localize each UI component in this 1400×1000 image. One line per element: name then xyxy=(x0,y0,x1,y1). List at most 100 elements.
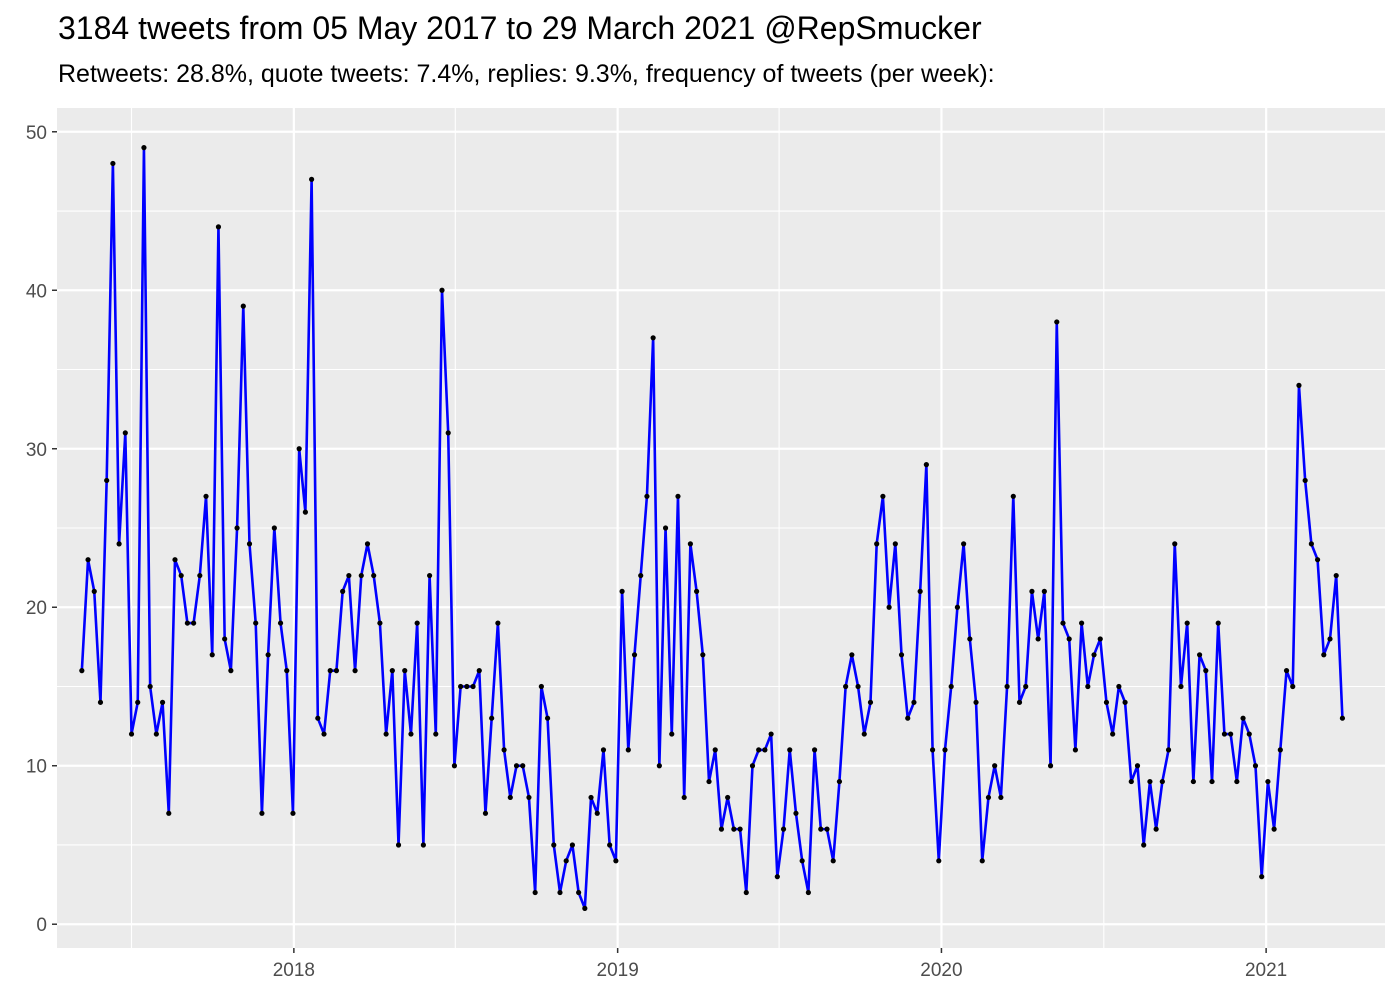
data-point xyxy=(998,794,1004,801)
data-point xyxy=(961,541,967,547)
x-tick-label: 2020 xyxy=(920,960,962,981)
data-point xyxy=(451,763,458,769)
y-axis: 0 10 20 30 40 50 xyxy=(26,123,57,936)
data-point xyxy=(787,747,793,753)
data-point xyxy=(1122,699,1128,705)
data-point xyxy=(309,176,315,182)
data-point xyxy=(1184,620,1190,626)
data-point xyxy=(538,683,544,690)
data-point xyxy=(818,826,824,832)
data-point xyxy=(768,731,774,737)
data-point xyxy=(1178,683,1184,690)
data-point xyxy=(824,826,830,832)
data-point xyxy=(1103,699,1110,705)
data-point xyxy=(1172,541,1178,547)
data-point xyxy=(104,477,110,484)
data-point xyxy=(1091,652,1097,658)
data-point xyxy=(1023,683,1029,690)
data-point xyxy=(799,858,805,864)
data-point xyxy=(613,858,619,864)
data-point xyxy=(1004,683,1010,690)
data-point xyxy=(91,588,97,595)
data-point xyxy=(1215,620,1221,626)
data-point xyxy=(209,652,215,658)
data-point xyxy=(228,668,234,674)
data-point xyxy=(222,636,228,642)
data-point xyxy=(644,493,650,499)
data-point xyxy=(371,572,377,579)
data-point xyxy=(110,160,116,167)
data-point xyxy=(936,858,942,864)
data-point xyxy=(284,668,290,674)
data-point xyxy=(780,826,787,832)
data-point xyxy=(402,668,408,674)
data-point xyxy=(811,747,818,753)
data-point xyxy=(346,572,352,579)
data-point xyxy=(749,763,756,769)
data-point xyxy=(973,699,979,705)
data-point xyxy=(507,794,513,801)
data-point xyxy=(340,588,346,595)
data-point xyxy=(706,778,712,785)
data-point xyxy=(1060,620,1066,626)
data-point xyxy=(923,462,929,468)
data-point xyxy=(172,557,178,563)
data-point xyxy=(1097,636,1103,642)
data-point xyxy=(588,794,594,801)
data-point xyxy=(731,826,737,832)
data-point xyxy=(600,747,607,753)
data-point xyxy=(1327,636,1333,642)
data-point xyxy=(830,858,836,864)
chart-title: 3184 tweets from 05 May 2017 to 29 March… xyxy=(58,10,982,46)
data-point xyxy=(718,826,725,832)
data-point xyxy=(97,699,104,705)
data-point xyxy=(302,509,308,515)
data-point xyxy=(669,731,675,737)
data-point xyxy=(79,668,85,674)
data-point xyxy=(1072,747,1078,753)
data-point xyxy=(985,794,992,801)
data-point xyxy=(1128,778,1134,785)
data-point xyxy=(1302,477,1308,484)
data-point xyxy=(638,572,644,579)
data-point xyxy=(203,493,209,499)
data-point xyxy=(867,699,874,705)
data-point xyxy=(1290,683,1296,690)
data-point xyxy=(675,493,681,499)
data-point xyxy=(464,683,470,690)
data-point xyxy=(1265,778,1271,785)
x-tick-label: 2019 xyxy=(597,960,639,981)
data-point xyxy=(625,747,631,753)
data-point xyxy=(116,541,122,547)
data-point xyxy=(1283,668,1290,674)
data-point xyxy=(246,541,253,547)
data-point xyxy=(1079,620,1085,626)
data-point xyxy=(513,763,520,769)
data-point xyxy=(756,747,762,753)
data-point xyxy=(1277,747,1283,753)
data-point xyxy=(886,604,892,610)
data-point xyxy=(1141,842,1147,848)
data-point xyxy=(128,731,135,737)
data-point xyxy=(1010,493,1016,499)
data-point xyxy=(1190,778,1196,785)
data-point xyxy=(805,889,811,896)
data-point xyxy=(426,572,433,579)
data-point xyxy=(1234,778,1240,785)
data-point xyxy=(631,652,638,658)
data-point xyxy=(408,731,414,737)
data-point xyxy=(290,810,296,816)
data-point xyxy=(855,683,861,690)
data-point xyxy=(85,557,91,563)
data-point xyxy=(1165,747,1172,753)
data-point xyxy=(489,715,495,721)
data-point xyxy=(687,541,693,547)
data-point xyxy=(420,842,426,848)
data-point xyxy=(377,620,383,626)
data-point xyxy=(1259,874,1265,880)
data-point xyxy=(700,652,706,658)
data-point xyxy=(265,652,271,658)
data-point xyxy=(880,493,886,499)
data-point xyxy=(327,668,333,674)
data-point xyxy=(178,572,184,579)
